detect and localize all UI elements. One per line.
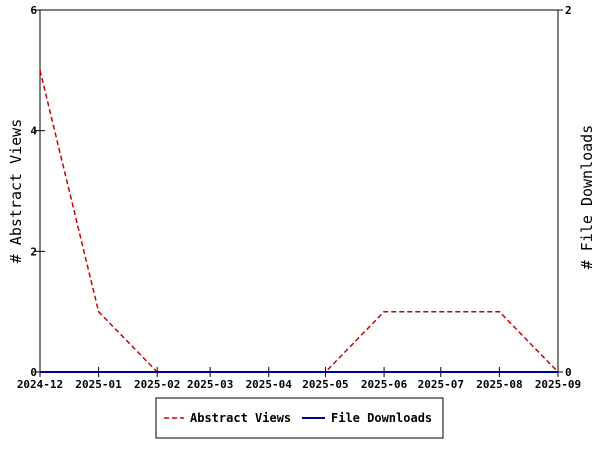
y2-axis-title: # File Downloads bbox=[578, 125, 596, 270]
data-point-abstract-views bbox=[498, 310, 501, 313]
x-tick-label: 2025-01 bbox=[75, 378, 122, 391]
y2-tick-label: 0 bbox=[565, 366, 572, 379]
y-tick-label: 2 bbox=[30, 245, 37, 258]
x-tick-label: 2025-02 bbox=[134, 378, 180, 391]
y-axis-title: # Abstract Views bbox=[7, 119, 25, 264]
data-point-file-downloads bbox=[383, 371, 385, 373]
series-layer bbox=[39, 69, 559, 373]
x-tick-label: 2025-08 bbox=[476, 378, 522, 391]
x-axis: 2024-12 2025-01 2025-02 2025-03 2025-04 2025-… bbox=[17, 367, 581, 391]
plot-area bbox=[39, 9, 559, 373]
data-point-file-downloads bbox=[324, 371, 327, 373]
x-tick-label: 2025-06 bbox=[361, 378, 408, 391]
legend: Abstract Views File Downloads bbox=[155, 397, 444, 439]
x-tick-label: 2024-12 bbox=[17, 378, 63, 391]
data-point-file-downloads bbox=[39, 371, 41, 373]
data-point-file-downloads bbox=[498, 371, 501, 373]
legend-box bbox=[155, 397, 444, 439]
x-tick-label: 2025-05 bbox=[302, 378, 348, 391]
x-tick-label: 2025-09 bbox=[535, 378, 581, 391]
y-tick-label: 0 bbox=[30, 366, 37, 379]
data-point-abstract-views bbox=[97, 310, 100, 313]
x-tick-label: 2025-07 bbox=[418, 378, 464, 391]
data-point-file-downloads bbox=[439, 371, 442, 373]
x-tick-label: 2025-04 bbox=[246, 378, 293, 391]
x-tick-label: 2025-03 bbox=[187, 378, 233, 391]
data-point-file-downloads bbox=[97, 371, 100, 373]
data-point-file-downloads bbox=[209, 371, 211, 373]
data-point-file-downloads bbox=[557, 371, 559, 373]
y2-tick-label: 2 bbox=[565, 4, 572, 17]
data-point-file-downloads bbox=[156, 371, 159, 373]
legend-label-abstract-views: Abstract Views bbox=[190, 411, 291, 425]
y-tick-label: 6 bbox=[30, 4, 37, 17]
legend-label-file-downloads: File Downloads bbox=[331, 411, 432, 425]
data-point-file-downloads bbox=[267, 371, 270, 373]
data-point-abstract-views bbox=[39, 69, 41, 72]
data-point-abstract-views bbox=[439, 310, 442, 313]
data-point-abstract-views bbox=[383, 310, 385, 313]
y-tick-label: 4 bbox=[30, 125, 37, 138]
